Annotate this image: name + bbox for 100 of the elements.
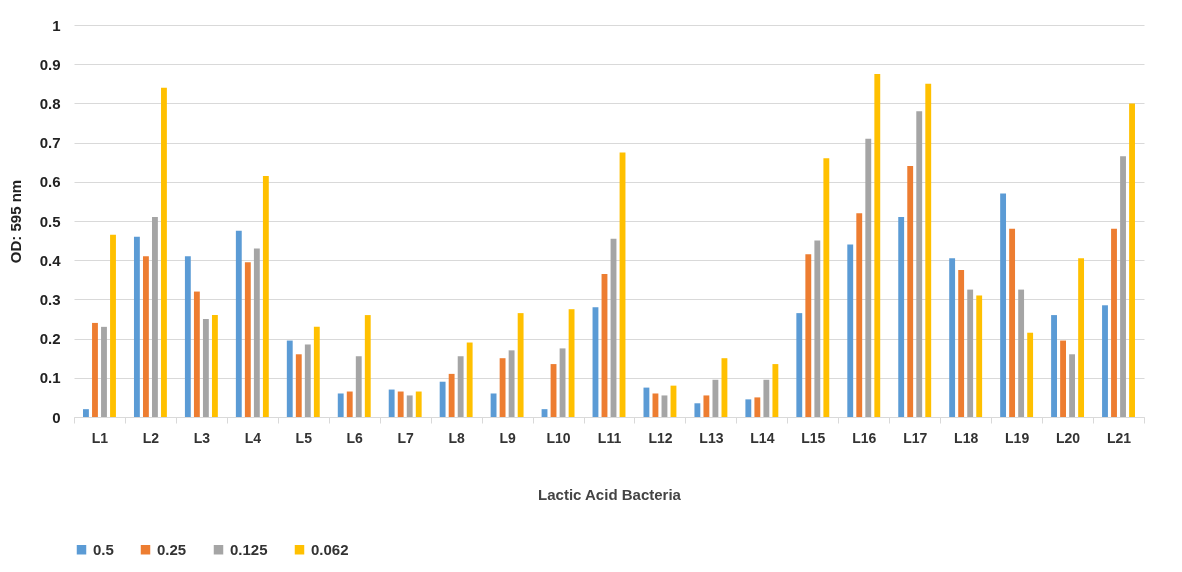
x-tick-label: L13	[699, 429, 724, 446]
bar	[856, 213, 863, 417]
legend-label: 0.062	[311, 540, 349, 558]
bar	[925, 83, 932, 417]
bar	[1051, 315, 1057, 417]
y-tick-label: 0.1	[39, 369, 61, 387]
bar	[295, 354, 302, 417]
bar	[457, 356, 464, 417]
bar	[83, 409, 89, 417]
x-tick-label: L21	[1106, 429, 1132, 446]
bar	[1120, 156, 1126, 417]
bar	[211, 315, 218, 417]
bar	[976, 295, 983, 417]
bar	[754, 397, 761, 417]
legend-label: 0.125	[230, 540, 268, 558]
bar	[745, 399, 752, 417]
bar	[694, 403, 701, 417]
bar	[161, 87, 167, 417]
y-tick-label: 1	[52, 16, 61, 34]
bar	[397, 391, 404, 417]
bar	[643, 387, 650, 417]
bar	[244, 262, 251, 417]
bar	[92, 322, 98, 417]
y-tick-label: 0.8	[39, 94, 61, 112]
y-tick-label: 0.9	[39, 55, 61, 73]
legend-label: 0.5	[93, 540, 114, 558]
bar	[772, 364, 779, 417]
bar	[110, 234, 116, 417]
x-tick-label: L6	[346, 429, 364, 446]
x-tick-label: L1	[91, 429, 109, 446]
bar	[499, 358, 506, 417]
bar	[466, 342, 473, 417]
legend-label: 0.25	[157, 540, 187, 558]
bar	[388, 389, 395, 417]
bar	[1111, 228, 1117, 417]
bar	[916, 111, 923, 417]
bar	[448, 373, 455, 417]
x-tick-label: L14	[750, 429, 775, 446]
bar	[847, 244, 854, 417]
bar	[313, 326, 320, 417]
y-tick-label: 0.6	[39, 173, 61, 191]
x-tick-label: L2	[142, 429, 160, 446]
bar	[967, 289, 974, 417]
bar	[1129, 103, 1135, 417]
x-tick-label: L20	[1056, 429, 1081, 446]
y-tick-label: 0.7	[39, 134, 61, 152]
bar	[1000, 193, 1007, 417]
bar	[805, 254, 812, 417]
bar	[1078, 258, 1085, 417]
bar	[235, 230, 242, 417]
x-tick-label: L10	[546, 429, 571, 446]
bar	[823, 158, 830, 417]
x-tick-label: L7	[397, 429, 415, 446]
bar	[337, 393, 344, 417]
x-tick-label: L17	[903, 429, 928, 446]
bar	[152, 217, 158, 417]
bar	[712, 379, 719, 417]
bar	[286, 340, 293, 417]
bar	[355, 356, 362, 417]
y-tick-label: 0.5	[39, 212, 61, 230]
bar	[958, 270, 965, 417]
bar	[1060, 340, 1066, 417]
y-tick-label: 0.4	[39, 251, 62, 269]
bar	[763, 379, 770, 417]
bar	[874, 74, 881, 417]
bar	[1009, 228, 1016, 417]
bar	[406, 395, 413, 417]
y-tick-label: 0.3	[39, 290, 61, 308]
bar	[865, 138, 872, 417]
x-tick-label: L12	[648, 429, 673, 446]
bar	[142, 256, 149, 417]
bar	[101, 326, 107, 417]
bar	[703, 395, 710, 417]
y-axis-title: OD: 595 nm	[6, 179, 24, 264]
bar	[907, 166, 914, 417]
bar	[949, 258, 956, 417]
bar	[1018, 289, 1025, 417]
x-tick-label: L8	[448, 429, 466, 446]
bar	[133, 236, 140, 417]
bar	[1102, 305, 1108, 417]
bar	[898, 217, 905, 417]
bar	[193, 291, 200, 417]
bar	[1069, 354, 1076, 417]
bar	[508, 350, 515, 417]
x-axis-title: Lactic Acid Bacteria	[538, 485, 682, 503]
bar	[796, 313, 803, 417]
bar	[262, 175, 269, 417]
bar	[439, 381, 446, 417]
bar	[1027, 332, 1034, 417]
x-tick-label: L16	[852, 429, 877, 446]
bar	[415, 391, 422, 417]
x-tick-label: L3	[193, 429, 211, 446]
x-tick-label: L18	[954, 429, 979, 446]
bar	[364, 315, 371, 417]
bar	[814, 240, 821, 417]
x-tick-label: L5	[295, 429, 313, 446]
x-tick-label: L9	[499, 429, 516, 446]
x-tick-label: L15	[801, 429, 826, 446]
bar	[253, 248, 260, 417]
y-tick-label: 0	[52, 408, 61, 426]
